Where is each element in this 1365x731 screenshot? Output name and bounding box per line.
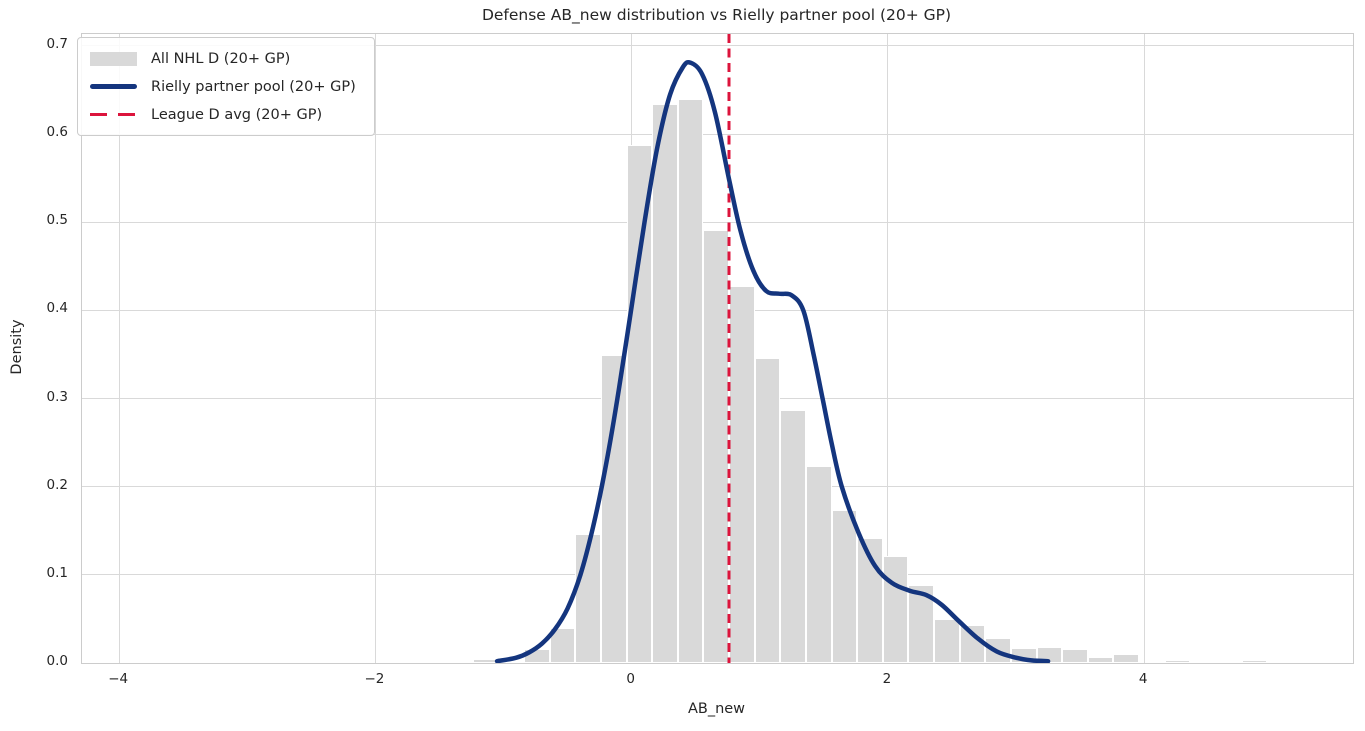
gridline-x xyxy=(887,34,889,663)
gridline-y xyxy=(82,45,1353,47)
histogram-bar xyxy=(1113,654,1140,663)
legend-item-label: Rielly partner pool (20+ GP) xyxy=(151,78,356,95)
legend-swatch-patch xyxy=(90,51,137,66)
y-tick-label: 0.2 xyxy=(46,476,68,493)
x-tick-label: 0 xyxy=(626,671,635,687)
x-tick-label: −4 xyxy=(108,671,129,687)
y-tick-label: 0.0 xyxy=(46,653,68,669)
legend: All NHL D (20+ GP) Rielly partner pool (2… xyxy=(77,37,375,136)
y-tick-label: 0.3 xyxy=(46,388,68,405)
histogram-bar xyxy=(1087,656,1114,663)
overlay-svg xyxy=(494,34,1051,663)
histogram-bar xyxy=(908,584,935,663)
histogram-bar xyxy=(780,410,806,663)
plot-area xyxy=(81,33,1354,664)
histogram-bar xyxy=(575,534,601,663)
histogram-bar xyxy=(831,509,858,663)
gridline-x xyxy=(118,34,120,663)
histogram-bar xyxy=(934,618,960,663)
histogram-bar xyxy=(805,465,832,663)
y-tick-label: 0.4 xyxy=(46,300,68,317)
chart-title: Defense AB_new distribution vs Rielly pa… xyxy=(481,6,952,24)
y-tick-label: 0.7 xyxy=(46,35,68,52)
histogram-bar xyxy=(600,355,627,663)
x-axis-label: AB_new xyxy=(687,701,746,717)
x-tick-label: 2 xyxy=(882,671,892,687)
legend-item: All NHL D (20+ GP) xyxy=(90,48,356,69)
histogram-bar xyxy=(1164,659,1191,663)
y-tick-label: 0.5 xyxy=(46,212,68,229)
kde-line xyxy=(494,59,1051,663)
histogram-bar xyxy=(703,230,730,663)
y-tick-label: 0.1 xyxy=(46,564,68,581)
gridline-x xyxy=(374,34,376,663)
legend-item: Rielly partner pool (20+ GP) xyxy=(90,76,356,97)
x-tick-label: 4 xyxy=(1138,671,1148,687)
y-axis-label: Density xyxy=(9,319,25,375)
histogram-bar xyxy=(882,556,909,663)
histogram-bar xyxy=(754,358,781,663)
gridline-y xyxy=(82,133,1353,135)
histogram-bar xyxy=(652,104,678,663)
legend-item-label: All NHL D (20+ GP) xyxy=(151,50,291,67)
legend-item: League D avg (20+ GP) xyxy=(90,104,356,125)
histogram-bar xyxy=(626,144,653,663)
histogram-bar xyxy=(677,98,704,663)
x-tick-label: −2 xyxy=(364,671,385,687)
legend-item-label: League D avg (20+ GP) xyxy=(151,106,323,123)
legend-swatch-line xyxy=(90,84,137,89)
histogram-bar xyxy=(1241,659,1268,663)
y-tick-label: 0.6 xyxy=(46,124,68,141)
gridline-y xyxy=(82,221,1353,223)
gridline-x xyxy=(1143,34,1145,663)
legend-swatch-dashed xyxy=(90,112,137,117)
histogram-bar xyxy=(1062,648,1088,663)
